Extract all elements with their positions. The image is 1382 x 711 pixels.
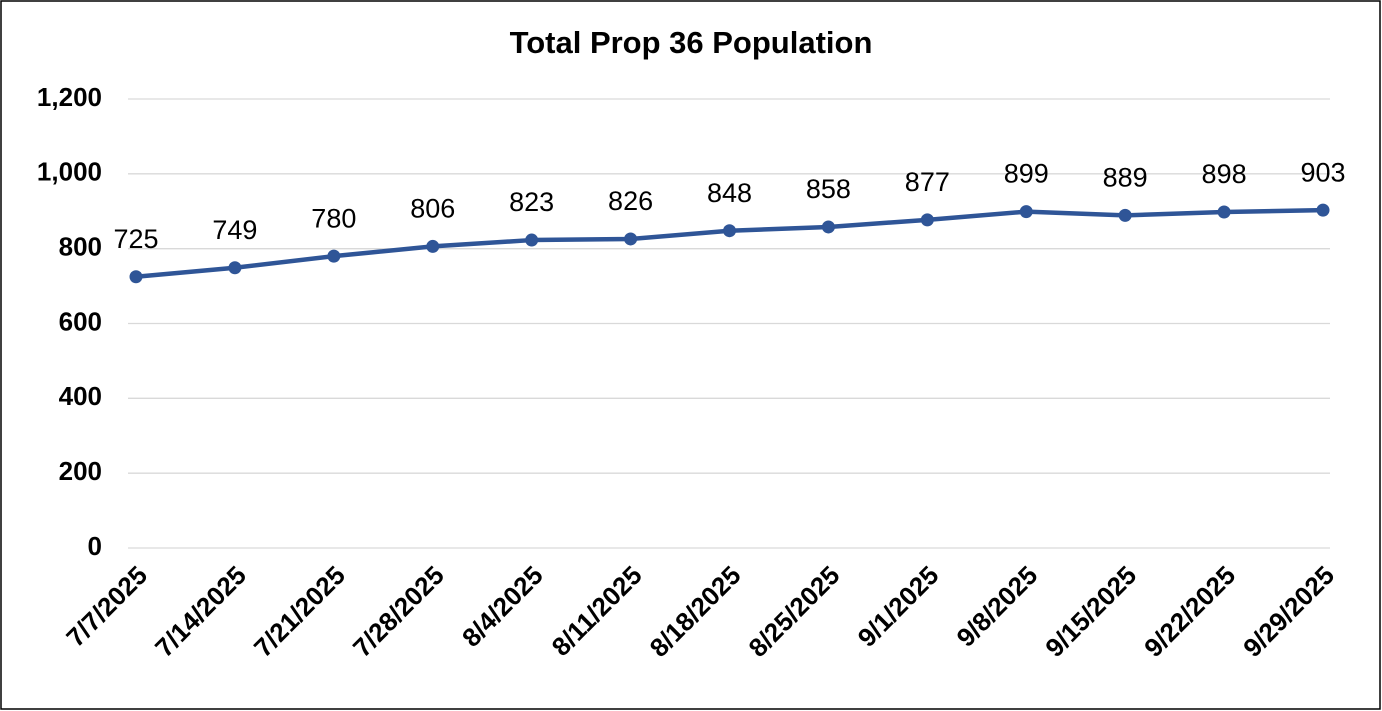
data-point: [525, 233, 539, 247]
data-label: 899: [1004, 159, 1049, 189]
data-label: 877: [905, 167, 950, 197]
y-tick-label: 0: [88, 531, 102, 561]
data-point: [1118, 208, 1132, 222]
data-point: [426, 239, 440, 253]
data-label: 858: [806, 174, 851, 204]
data-point: [1019, 205, 1033, 219]
data-point: [624, 232, 638, 246]
y-tick-label: 600: [59, 306, 102, 336]
data-label: 725: [113, 224, 158, 254]
y-tick-label: 1,200: [37, 82, 102, 112]
chart-title: Total Prop 36 Population: [510, 25, 873, 60]
data-label: 903: [1300, 157, 1345, 187]
data-point: [1217, 205, 1231, 219]
data-label: 898: [1202, 159, 1247, 189]
data-point: [129, 270, 143, 284]
data-label: 780: [311, 203, 356, 233]
data-point: [327, 249, 341, 263]
data-point: [1316, 203, 1330, 217]
y-tick-label: 800: [59, 232, 102, 262]
y-tick-label: 200: [59, 456, 102, 486]
y-tick-label: 1,000: [37, 157, 102, 187]
data-point: [723, 224, 736, 238]
data-point: [920, 213, 934, 227]
data-label: 848: [707, 178, 752, 208]
y-tick-label: 400: [59, 381, 102, 411]
data-label: 806: [410, 194, 455, 224]
data-point: [821, 220, 835, 234]
data-point: [228, 261, 242, 275]
data-label: 823: [509, 187, 554, 217]
data-label: 749: [212, 215, 257, 245]
data-label: 826: [608, 186, 653, 216]
data-label: 889: [1103, 162, 1148, 192]
